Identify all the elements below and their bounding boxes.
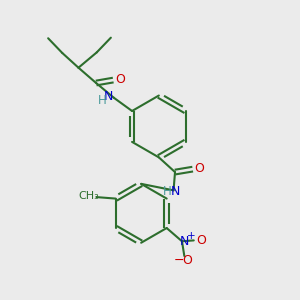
- Text: −: −: [174, 254, 184, 267]
- Text: N: N: [170, 185, 180, 198]
- Text: N: N: [180, 235, 189, 248]
- Text: O: O: [194, 162, 204, 175]
- Text: H: H: [98, 94, 106, 106]
- Text: O: O: [115, 73, 124, 86]
- Text: O: O: [182, 254, 192, 267]
- Text: H: H: [163, 185, 172, 198]
- Text: O: O: [196, 234, 206, 247]
- Text: N: N: [104, 90, 113, 103]
- Text: +: +: [187, 231, 195, 241]
- Text: CH₃: CH₃: [78, 191, 99, 201]
